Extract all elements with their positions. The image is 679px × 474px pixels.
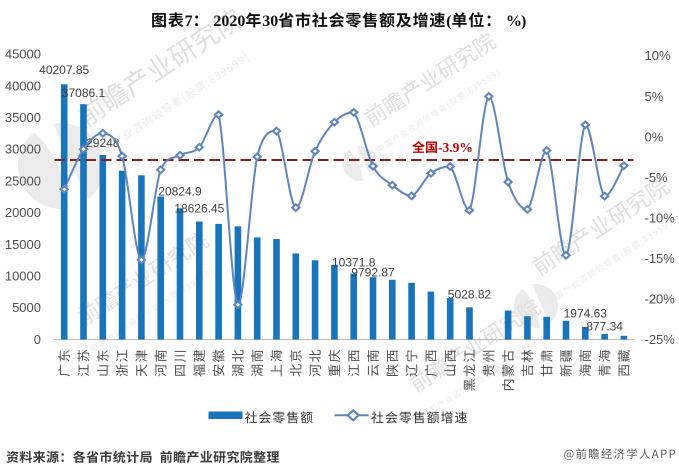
svg-text:30: 30 [262, 13, 278, 30]
svg-text:877.34: 877.34 [586, 319, 623, 333]
svg-text:): ) [521, 13, 526, 30]
svg-text:37086.1: 37086.1 [62, 86, 106, 100]
svg-text:20000: 20000 [5, 205, 41, 220]
svg-text:10000: 10000 [5, 269, 41, 284]
svg-text:-3.9%: -3.9% [438, 140, 473, 155]
svg-text:5000: 5000 [12, 300, 41, 315]
svg-text:9792.87: 9792.87 [351, 266, 395, 280]
svg-text:7: 7 [185, 13, 193, 30]
svg-text:5028.82: 5028.82 [448, 288, 492, 302]
svg-text:%: % [506, 13, 522, 30]
svg-text:-15%: -15% [645, 251, 676, 266]
svg-text:2020: 2020 [213, 13, 245, 30]
svg-text:40000: 40000 [5, 78, 41, 93]
svg-text:45000: 45000 [5, 47, 41, 62]
svg-text:10%: 10% [645, 48, 671, 63]
svg-text:35000: 35000 [5, 110, 41, 125]
svg-text:-5%: -5% [645, 170, 669, 185]
svg-text:0: 0 [34, 332, 41, 347]
svg-text:25000: 25000 [5, 173, 41, 188]
svg-text:5%: 5% [645, 89, 664, 104]
svg-text:(: ( [446, 13, 451, 30]
svg-text:30000: 30000 [5, 142, 41, 157]
svg-text:1974.63: 1974.63 [564, 307, 608, 321]
svg-text:-10%: -10% [645, 210, 676, 225]
svg-text:10371.8: 10371.8 [332, 256, 376, 270]
svg-text:15000: 15000 [5, 237, 41, 252]
svg-text:18626.45: 18626.45 [174, 201, 224, 215]
svg-text:-25%: -25% [645, 332, 676, 347]
svg-text:0%: 0% [645, 129, 664, 144]
svg-text:29248: 29248 [86, 136, 120, 150]
svg-text:40207.85: 40207.85 [39, 63, 89, 77]
svg-text:20824.9: 20824.9 [158, 185, 202, 199]
svg-text:-20%: -20% [645, 292, 676, 307]
